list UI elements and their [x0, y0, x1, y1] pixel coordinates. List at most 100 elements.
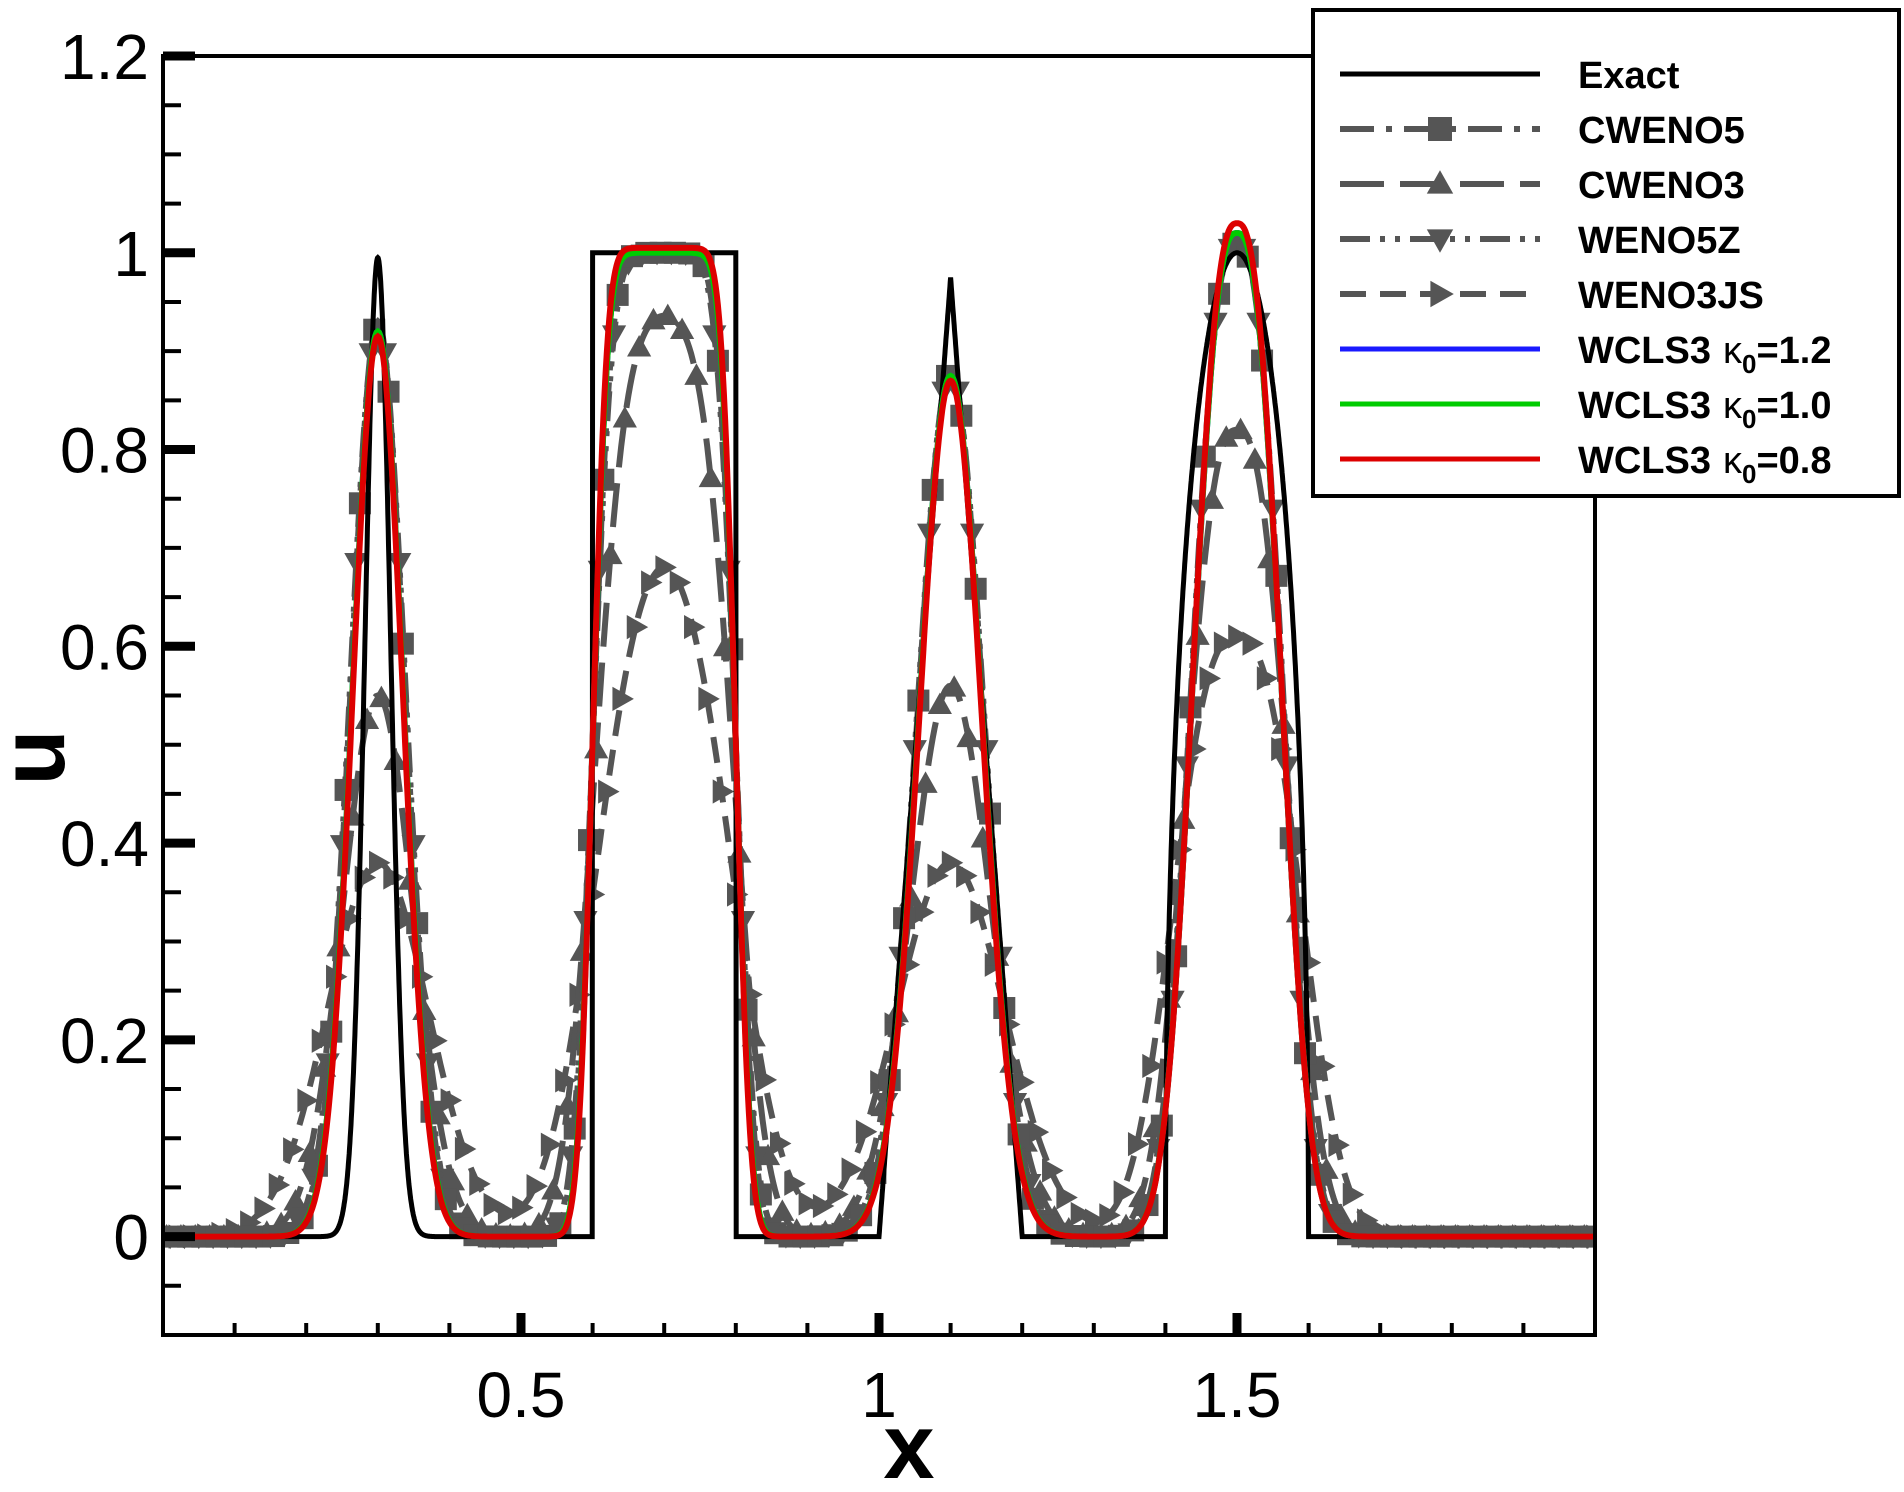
legend-kappa-sub: 0 — [1742, 459, 1756, 489]
legend-label-wcls3_08: WCLS3 κ0=0.8 — [1578, 440, 1832, 489]
marker-weno3js — [1027, 1119, 1050, 1145]
marker-weno3js — [684, 614, 706, 640]
series-line-weno3js — [163, 564, 1595, 1240]
marker-weno3js — [1256, 666, 1279, 691]
marker-weno3js — [798, 1191, 821, 1216]
marker-weno3js — [297, 1088, 319, 1113]
marker-weno3js — [712, 779, 735, 804]
x-tick-label: 0.5 — [477, 1359, 566, 1431]
legend-kappa: κ — [1723, 330, 1743, 372]
y-axis-title: u — [0, 729, 84, 785]
marker-weno3js — [254, 1196, 276, 1221]
series-wcls3_08 — [163, 220, 1595, 1240]
marker-weno3js — [1042, 1158, 1064, 1183]
marker-weno3js — [769, 1131, 792, 1156]
legend-marker-cweno3 — [1426, 170, 1454, 194]
marker-weno3js — [612, 686, 634, 711]
marker-weno3js — [956, 863, 978, 888]
legend-label-weno5z: WENO5Z — [1578, 220, 1741, 262]
legend-marker-cweno5 — [1428, 117, 1452, 141]
y-tick-label: 0.2 — [60, 1005, 149, 1077]
legend-item-weno5z: WENO5Z — [1340, 220, 1741, 262]
legend: Exact CWENO5 CWENO3 WENO5Z WENO3JS WCLS3 κ0=1.… — [1311, 8, 1901, 498]
legend-kappa: κ — [1723, 440, 1743, 482]
legend-item-exact: Exact — [1340, 55, 1680, 97]
marker-weno3js — [598, 779, 620, 804]
marker-weno3js — [1342, 1182, 1365, 1207]
x-tick-label: 1 — [861, 1359, 897, 1431]
marker-weno3js — [927, 863, 949, 888]
marker-cweno3 — [670, 317, 695, 340]
legend-label-cweno3: CWENO3 — [1578, 165, 1745, 207]
marker-weno3js — [1013, 1070, 1035, 1095]
marker-weno3js — [641, 570, 663, 595]
marker-weno3js — [1328, 1132, 1350, 1158]
axes-layer: 0.5 1 1.5 0 0.2 0.4 0.6 0.8 1 1.2 x u — [0, 21, 1526, 1492]
legend-label-text: WCLS3 — [1578, 385, 1711, 427]
marker-cweno3 — [1214, 425, 1239, 447]
legend-item-cweno3: CWENO3 — [1340, 165, 1745, 207]
marker-cweno3 — [283, 1189, 308, 1211]
marker-cweno3 — [440, 1168, 466, 1191]
marker-weno3js — [1199, 666, 1222, 691]
marker-cweno3 — [755, 1143, 781, 1166]
marker-cweno3 — [913, 771, 938, 793]
legend-label-text: WCLS3 — [1578, 440, 1711, 482]
y-tick-label: 0 — [113, 1202, 149, 1274]
legend-label-text: Exact — [1578, 55, 1680, 97]
marker-cweno3 — [598, 542, 623, 565]
legend-label-exact: Exact — [1578, 55, 1680, 97]
legend-item-wcls3_08: WCLS3 κ0=0.8 — [1340, 440, 1832, 489]
legend-label-cweno5: CWENO5 — [1578, 110, 1745, 152]
legend-label-text: CWENO5 — [1578, 110, 1745, 152]
x-tick-label: 1.5 — [1193, 1359, 1282, 1431]
legend-label-text: CWENO3 — [1578, 165, 1745, 207]
marker-weno3js — [698, 686, 720, 711]
marker-cweno3 — [627, 335, 652, 357]
marker-weno3js — [483, 1192, 506, 1218]
marker-weno3js — [1099, 1203, 1121, 1228]
marker-cweno3 — [942, 675, 967, 697]
marker-weno3js — [497, 1201, 520, 1226]
marker-weno3js — [440, 1088, 463, 1113]
marker-weno3js — [454, 1136, 477, 1162]
marker-weno3js — [268, 1172, 291, 1198]
marker-weno3js — [469, 1171, 491, 1196]
marker-weno3js — [1127, 1132, 1150, 1157]
marker-weno3js — [941, 850, 964, 875]
legend-marker-weno3js — [1430, 280, 1454, 308]
marker-weno3js — [755, 1067, 778, 1093]
marker-cweno3 — [541, 1178, 566, 1200]
marker-weno3js — [283, 1137, 305, 1162]
legend-item-cweno5: CWENO5 — [1340, 110, 1745, 152]
series-layer — [163, 220, 1595, 1250]
legend-label-weno3js: WENO3JS — [1578, 275, 1764, 317]
marker-weno3js — [540, 1132, 563, 1157]
y-tick-label: 0.4 — [60, 808, 149, 880]
y-tick-label: 1 — [113, 218, 149, 290]
legend-item-wcls3_12: WCLS3 κ0=1.2 — [1340, 330, 1832, 379]
marker-cweno3 — [1242, 447, 1267, 469]
legend-label-wcls3_10: WCLS3 κ0=1.0 — [1578, 385, 1832, 434]
legend-kappa: κ — [1723, 385, 1743, 427]
marker-cweno3 — [1228, 417, 1253, 440]
marker-weno3js — [340, 906, 362, 931]
legend-kappa-sub: 0 — [1742, 404, 1756, 434]
legend-label-text: WENO3JS — [1578, 275, 1764, 317]
marker-weno3js — [1113, 1180, 1136, 1205]
marker-weno3js — [526, 1174, 548, 1199]
legend-item-wcls3_10: WCLS3 κ0=1.0 — [1340, 385, 1832, 434]
y-tick-label: 0.6 — [60, 611, 149, 683]
marker-weno3js — [1228, 624, 1250, 649]
legend-marker-weno5z — [1426, 229, 1454, 253]
x-axis-title: x — [883, 1396, 934, 1492]
marker-weno3js — [1242, 631, 1264, 656]
legend-box — [1311, 8, 1901, 498]
marker-weno3js — [1213, 631, 1236, 656]
series-line-wcls3_08 — [163, 220, 1595, 1240]
marker-weno3js — [970, 900, 992, 925]
marker-weno3js — [827, 1182, 849, 1207]
marker-cweno3 — [770, 1199, 795, 1221]
marker-weno3js — [855, 1119, 878, 1144]
